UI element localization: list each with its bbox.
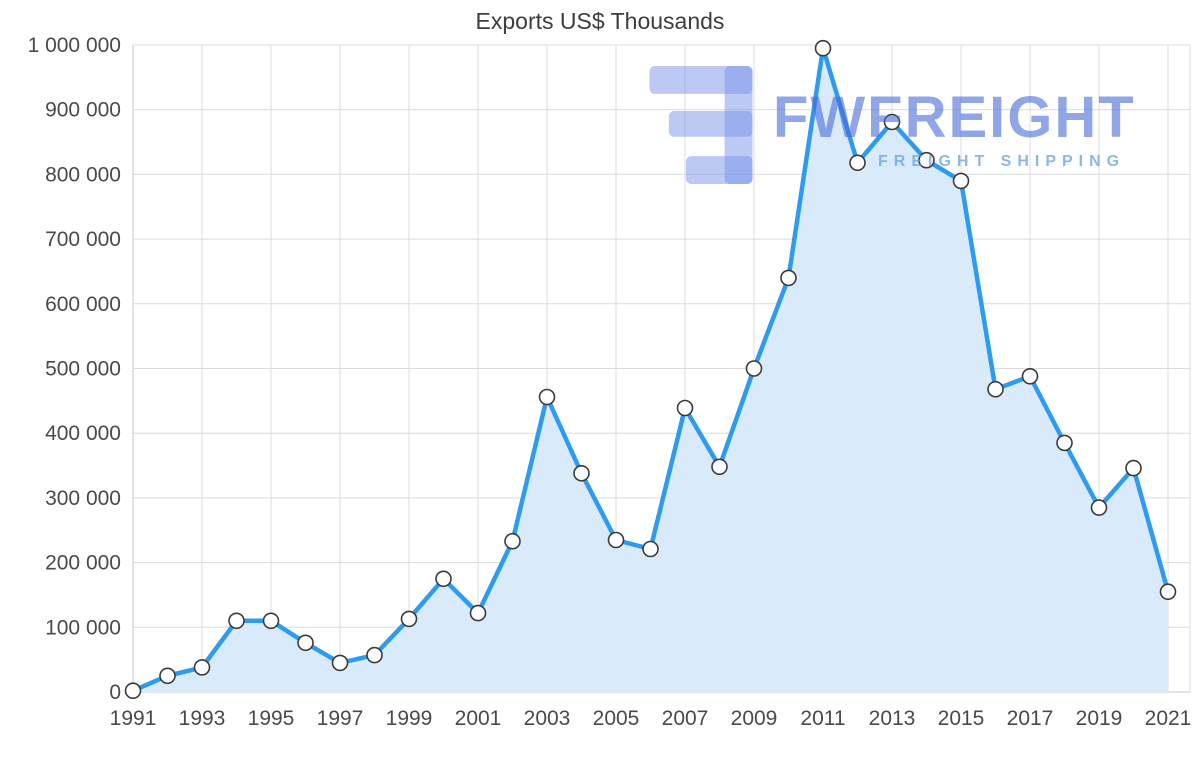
data-point-2016 <box>987 380 1004 398</box>
data-point-2010 <box>780 269 797 287</box>
data-point-2020 <box>1125 459 1142 477</box>
data-point-2004 <box>573 464 590 482</box>
y-axis-tick-label: 200 000 <box>45 552 121 575</box>
x-axis-tick-label: 2007 <box>662 707 709 730</box>
x-axis-tick-label: 1995 <box>248 707 295 730</box>
data-point-2003 <box>538 388 556 406</box>
data-point-2013 <box>883 113 901 131</box>
y-axis-tick-label: 100 000 <box>45 616 121 639</box>
y-axis-tick-label: 400 000 <box>45 422 121 445</box>
x-axis-tick-label: 2005 <box>593 707 640 730</box>
data-point-2001 <box>469 604 487 622</box>
y-axis-tick-label: 500 000 <box>45 358 121 381</box>
data-point-2012 <box>849 154 866 172</box>
data-point-2019 <box>1090 499 1108 516</box>
data-point-2009 <box>745 360 763 377</box>
x-axis-tick-label: 1993 <box>179 707 226 730</box>
data-point-2002 <box>504 532 521 550</box>
data-point-2018 <box>1056 434 1073 452</box>
x-axis-tick-label: 1999 <box>386 707 433 730</box>
x-axis-tick-label: 1997 <box>317 707 364 730</box>
x-axis-tick-label: 2015 <box>938 707 985 730</box>
x-axis-tick-label: 2013 <box>869 707 916 730</box>
series-area-fill <box>133 48 1168 692</box>
y-axis-tick-label: 800 000 <box>45 163 121 186</box>
data-point-1991 <box>124 682 142 700</box>
y-axis-tick-label: 300 000 <box>45 487 121 510</box>
data-point-2011 <box>814 39 832 57</box>
x-axis-tick-label: 2009 <box>731 707 778 730</box>
x-axis-tick-label: 2001 <box>455 707 502 730</box>
x-axis-tick-label: 2019 <box>1076 707 1123 730</box>
data-point-1998 <box>366 646 383 664</box>
data-point-1994 <box>228 612 245 630</box>
data-point-1996 <box>297 634 314 652</box>
x-axis-tick-label: 2021 <box>1145 707 1192 730</box>
data-point-2008 <box>711 458 728 476</box>
data-point-1993 <box>193 659 211 676</box>
data-point-2021 <box>1159 583 1177 601</box>
data-point-1995 <box>262 612 280 630</box>
data-point-1997 <box>331 654 349 672</box>
data-point-2014 <box>918 151 935 169</box>
data-point-2017 <box>1021 367 1039 385</box>
y-axis-tick-label: 900 000 <box>45 99 121 122</box>
y-axis-tick-label: 700 000 <box>45 228 121 251</box>
data-point-2006 <box>642 540 659 558</box>
y-axis-tick-label: 1 000 000 <box>28 34 121 57</box>
chart-title: Exports US$ Thousands <box>475 8 725 34</box>
data-point-1999 <box>400 610 418 628</box>
data-point-2015 <box>952 172 970 190</box>
data-point-1992 <box>159 667 176 685</box>
x-axis-tick-label: 2003 <box>524 707 571 730</box>
x-axis-tick-label: 2011 <box>800 707 845 730</box>
data-point-2005 <box>607 531 625 549</box>
y-axis-tick-label: 600 000 <box>45 293 121 316</box>
x-axis-tick-label: 1991 <box>110 707 157 730</box>
data-point-2007 <box>676 399 694 417</box>
x-axis-tick-label: 2017 <box>1007 707 1054 730</box>
y-axis-tick-label: 0 <box>109 681 121 704</box>
data-point-2000 <box>435 570 452 588</box>
